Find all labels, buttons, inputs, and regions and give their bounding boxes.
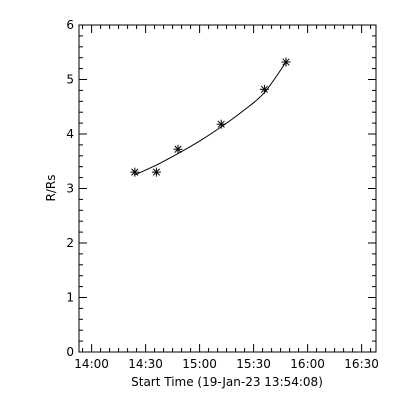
y-tick-label: 6 <box>66 18 74 32</box>
marker-stroke <box>131 168 139 176</box>
x-axis-label: Start Time (19-Jan-23 13:54:08) <box>131 375 323 389</box>
data-point <box>216 119 226 129</box>
marker-stroke <box>152 168 160 176</box>
fit-curve <box>134 61 287 176</box>
marker-stroke <box>260 85 268 93</box>
y-tick-label: 4 <box>66 127 74 141</box>
y-tick-labels: 0 1 2 3 4 5 6 <box>66 18 74 359</box>
data-point <box>281 57 291 67</box>
x-tick-label: 16:30 <box>344 357 379 371</box>
marker-stroke <box>174 145 182 153</box>
marker-stroke <box>217 120 225 128</box>
data-points <box>130 57 291 177</box>
y-tick-label: 0 <box>66 345 74 359</box>
y-tick-label: 5 <box>66 73 74 87</box>
data-point <box>259 84 269 94</box>
marker-stroke <box>282 58 290 66</box>
y-tick-label: 3 <box>66 182 74 196</box>
data-point <box>130 167 140 177</box>
axis-ticks <box>79 24 376 353</box>
y-tick-label: 2 <box>66 236 74 250</box>
x-tick-label: 15:00 <box>182 357 217 371</box>
x-tick-label: 15:30 <box>236 357 271 371</box>
x-tick-label: 16:00 <box>290 357 325 371</box>
y-tick-label: 1 <box>66 291 74 305</box>
x-tick-labels: 14:00 14:30 15:00 15:30 16:00 16:30 <box>74 357 379 371</box>
data-point <box>151 167 161 177</box>
x-tick-label: 14:30 <box>128 357 163 371</box>
data-point <box>173 144 183 154</box>
x-tick-label: 14:00 <box>74 357 109 371</box>
y-axis-label: R/Rs <box>44 175 58 202</box>
